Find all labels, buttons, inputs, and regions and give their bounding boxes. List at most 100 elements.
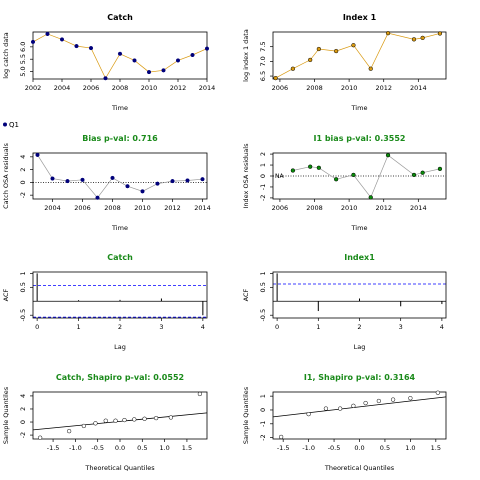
x-tick-label: -1.0 xyxy=(69,444,82,452)
data-point xyxy=(385,31,391,36)
x-tick-label: 2012 xyxy=(170,84,187,92)
x-axis-label: Time xyxy=(111,224,128,232)
plot-area xyxy=(33,273,207,318)
data-point xyxy=(113,418,118,423)
data-point xyxy=(45,31,50,37)
x-tick-label: 0.5 xyxy=(137,444,147,452)
y-tick-label: 6.0 xyxy=(19,42,27,52)
panel-title: Catch, Shapiro p-val: 0.0552 xyxy=(56,373,184,382)
plot-area xyxy=(273,396,446,418)
qq-line xyxy=(33,412,207,431)
panel-title: Index 1 xyxy=(343,13,377,22)
data-point xyxy=(197,391,203,397)
x-tick-label: 2014 xyxy=(194,204,211,212)
x-tick-label: 2012 xyxy=(375,204,392,212)
y-tick-label: -2 xyxy=(19,432,27,438)
y-tick-label: 2 xyxy=(19,407,27,411)
data-point xyxy=(306,411,311,417)
x-tick-label: 3 xyxy=(159,323,163,331)
y-axis-label: log catch data xyxy=(2,32,10,78)
x-tick-label: 2002 xyxy=(25,84,42,92)
y-tick-label: -0.5 xyxy=(259,309,267,322)
x-tick-label: 2004 xyxy=(44,204,61,212)
y-axis-label: Index OSA residuals xyxy=(242,143,250,209)
x-axis-label: Lag xyxy=(114,343,126,351)
y-tick-label: 2 xyxy=(19,168,27,172)
y-tick-label: -2 xyxy=(19,192,27,198)
data-point xyxy=(316,165,321,170)
qq-line xyxy=(273,396,446,418)
panel-title: I1 bias p-val: 0.3552 xyxy=(314,134,406,143)
data-point xyxy=(153,415,159,421)
x-axis-label: Lag xyxy=(354,343,366,351)
y-tick-label: 1 xyxy=(259,271,267,275)
data-point xyxy=(103,76,108,81)
plot-frame xyxy=(32,271,208,319)
y-tick-label: 4 xyxy=(19,155,27,159)
data-point xyxy=(66,429,72,434)
plot-frame xyxy=(272,31,447,80)
data-point xyxy=(65,179,70,184)
x-tick-label: 0.5 xyxy=(380,444,390,452)
series-line xyxy=(292,154,441,199)
data-point xyxy=(95,195,100,200)
data-point xyxy=(117,51,123,56)
x-axis-label: Theoretical Quantiles xyxy=(324,464,395,472)
data-point xyxy=(200,177,205,182)
x-tick-label: 2014 xyxy=(410,84,427,92)
data-point xyxy=(290,66,296,71)
data-point xyxy=(290,168,296,173)
panel-bias_catch: Bias p-val: 0.716 Time Catch OSA residuals… xyxy=(2,134,211,232)
data-point xyxy=(132,417,137,422)
data-point xyxy=(190,52,195,58)
panel-qq_index: I1, Shapiro p-val: 0.3164 Theoretical Qua… xyxy=(242,373,447,472)
data-point xyxy=(351,403,356,408)
data-point xyxy=(385,153,391,158)
y-tick-label: 4 xyxy=(19,394,27,398)
x-tick-label: -0.5 xyxy=(328,444,341,452)
x-tick-label: 2008 xyxy=(306,204,323,212)
panel-bias_index: I1 bias p-val: 0.3552 Time Index OSA resid… xyxy=(242,134,447,232)
plot-area xyxy=(33,154,207,199)
data-point xyxy=(323,406,329,411)
y-tick-label: 6.5 xyxy=(259,71,267,81)
data-point xyxy=(59,37,65,42)
x-tick-label: 4 xyxy=(201,323,205,331)
data-point xyxy=(50,176,55,181)
panel-title: I1, Shapiro p-val: 0.3164 xyxy=(304,373,416,382)
data-point xyxy=(35,152,40,157)
annotation-na: NA xyxy=(275,173,284,180)
data-point xyxy=(338,406,343,411)
legend-q1-marker xyxy=(3,122,7,127)
x-tick-label: 2 xyxy=(118,323,122,331)
panel-acf_catch: Catch Lag ACF 0 1 2 3 4 -0.5 0.5 1 xyxy=(2,253,208,351)
y-tick-label: -1 xyxy=(259,421,267,427)
data-point xyxy=(333,177,339,182)
y-tick-label: 0.5 xyxy=(259,282,267,292)
panel-title: Catch xyxy=(107,253,133,262)
data-point xyxy=(204,46,210,51)
y-tick-label: 2 xyxy=(259,152,267,156)
x-tick-label: 2010 xyxy=(341,204,358,212)
x-tick-label: 0 xyxy=(35,323,39,331)
x-tick-label: 2012 xyxy=(164,204,181,212)
data-point xyxy=(122,417,127,423)
x-tick-label: 2012 xyxy=(375,84,392,92)
data-point xyxy=(93,421,98,426)
plot-area xyxy=(33,33,207,79)
data-point xyxy=(411,172,417,178)
data-point xyxy=(185,178,190,183)
x-tick-label: -1.5 xyxy=(277,444,290,452)
y-tick-label: -2 xyxy=(259,195,267,201)
x-tick-label: -1.0 xyxy=(302,444,315,452)
data-point xyxy=(81,423,87,429)
plot-area xyxy=(33,412,207,431)
plot-frame xyxy=(272,391,447,440)
data-point xyxy=(168,415,174,420)
x-tick-label: 2010 xyxy=(341,84,358,92)
data-point xyxy=(351,172,356,178)
legend-q1-label: Q1 xyxy=(9,121,19,129)
x-tick-label: 3 xyxy=(399,323,403,331)
x-axis-label: Theoretical Quantiles xyxy=(84,464,155,472)
y-tick-label: 1 xyxy=(259,394,267,398)
